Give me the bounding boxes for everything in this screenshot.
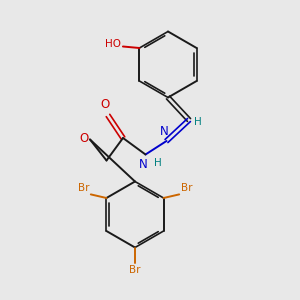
Text: N: N [160, 125, 169, 138]
Text: O: O [79, 132, 88, 146]
Text: N: N [139, 158, 148, 171]
Text: HO: HO [105, 39, 121, 49]
Text: H: H [194, 117, 202, 128]
Text: Br: Br [181, 183, 193, 193]
Text: H: H [154, 158, 162, 168]
Text: O: O [100, 98, 109, 111]
Text: Br: Br [129, 265, 141, 275]
Text: Br: Br [77, 183, 89, 193]
